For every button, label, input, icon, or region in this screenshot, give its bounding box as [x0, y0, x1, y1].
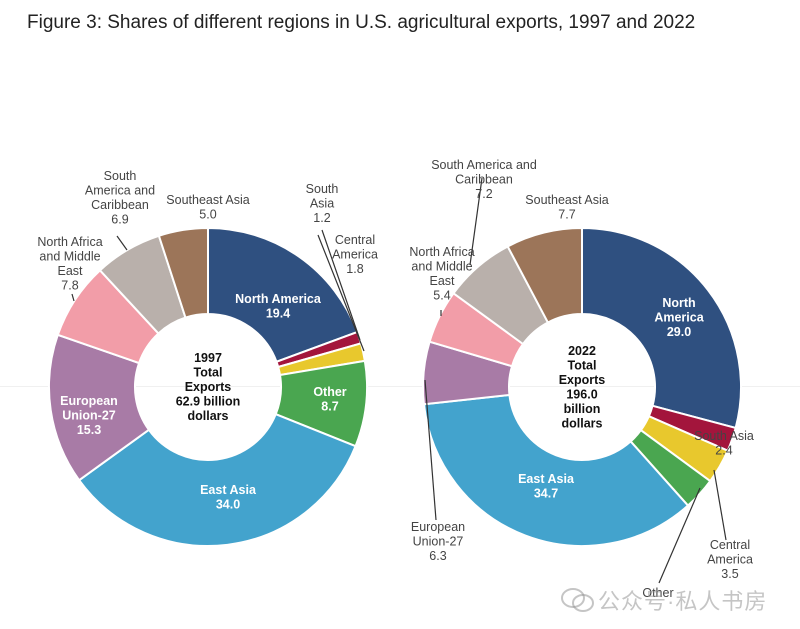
- label-north-africa-and-middle-east: North Africa and Middle East 5.4: [409, 245, 474, 303]
- label-south-america-and-caribbean: South America and Caribbean 7.2: [431, 158, 537, 201]
- wechat-icon: [561, 588, 594, 612]
- slice-southeast-asia: [506, 226, 583, 324]
- label-south-asia: South Asia 2.4: [694, 429, 754, 458]
- label-southeast-asia: Southeast Asia 7.7: [525, 193, 608, 222]
- divider-line: [0, 386, 800, 387]
- slice-east-asia: [422, 393, 690, 547]
- slice-southeast-asia: [157, 226, 209, 319]
- leader-line-south-america-and-caribbean: [469, 177, 483, 266]
- label-north-africa-and-middle-east: North Africa and Middle East 7.8: [37, 235, 102, 293]
- watermark-text: 公众号·私人书房: [598, 589, 768, 614]
- label-east-asia: East Asia 34.7: [518, 472, 575, 501]
- slice-european-union-27: [48, 333, 151, 482]
- leader-line-european-union-27: [424, 379, 437, 521]
- donut-chart-2022: North America 29.0 South Asia 2.4 Central Amer…: [409, 158, 754, 600]
- label-other: Other: [642, 586, 673, 600]
- label-north-america: North America 29.0: [654, 296, 704, 339]
- label-south-asia: South Asia 1.2: [306, 182, 339, 225]
- center-total-label: 2022 Total Exports 196.0 billion dollars: [559, 344, 606, 431]
- label-south-america-and-caribbean: South America and Caribbean 6.9: [85, 169, 155, 227]
- label-central-america: Central America 1.8: [332, 233, 378, 276]
- slice-east-asia: [77, 412, 357, 547]
- label-north-america: North America 19.4: [235, 292, 322, 321]
- label-east-asia: East Asia 34.0: [200, 483, 257, 512]
- center-total-label: 1997 Total Exports 62.9 billion dollars: [176, 351, 241, 423]
- label-other: Other 8.7: [313, 385, 346, 414]
- leader-line-north-africa-and-middle-east: [71, 293, 75, 302]
- label-european-union-27: European Union-27 15.3: [60, 394, 118, 437]
- slice-north-america: [581, 226, 742, 430]
- leader-line-other: [658, 487, 701, 584]
- label-southeast-asia: Southeast Asia 5.0: [166, 193, 249, 222]
- figure-title: Figure 3: Shares of different regions in…: [27, 12, 696, 33]
- label-central-america: Central America 3.5: [707, 538, 753, 581]
- donut-chart-1997: North America 19.4 South Asia 1.2 Central Amer…: [37, 169, 378, 547]
- leader-line-south-asia: [321, 229, 361, 341]
- label-european-union-27: European Union-27 6.3: [411, 520, 465, 563]
- leader-line-central-america: [317, 234, 365, 352]
- leader-line-south-america-and-caribbean: [116, 235, 128, 251]
- leader-line-central-america: [713, 469, 727, 541]
